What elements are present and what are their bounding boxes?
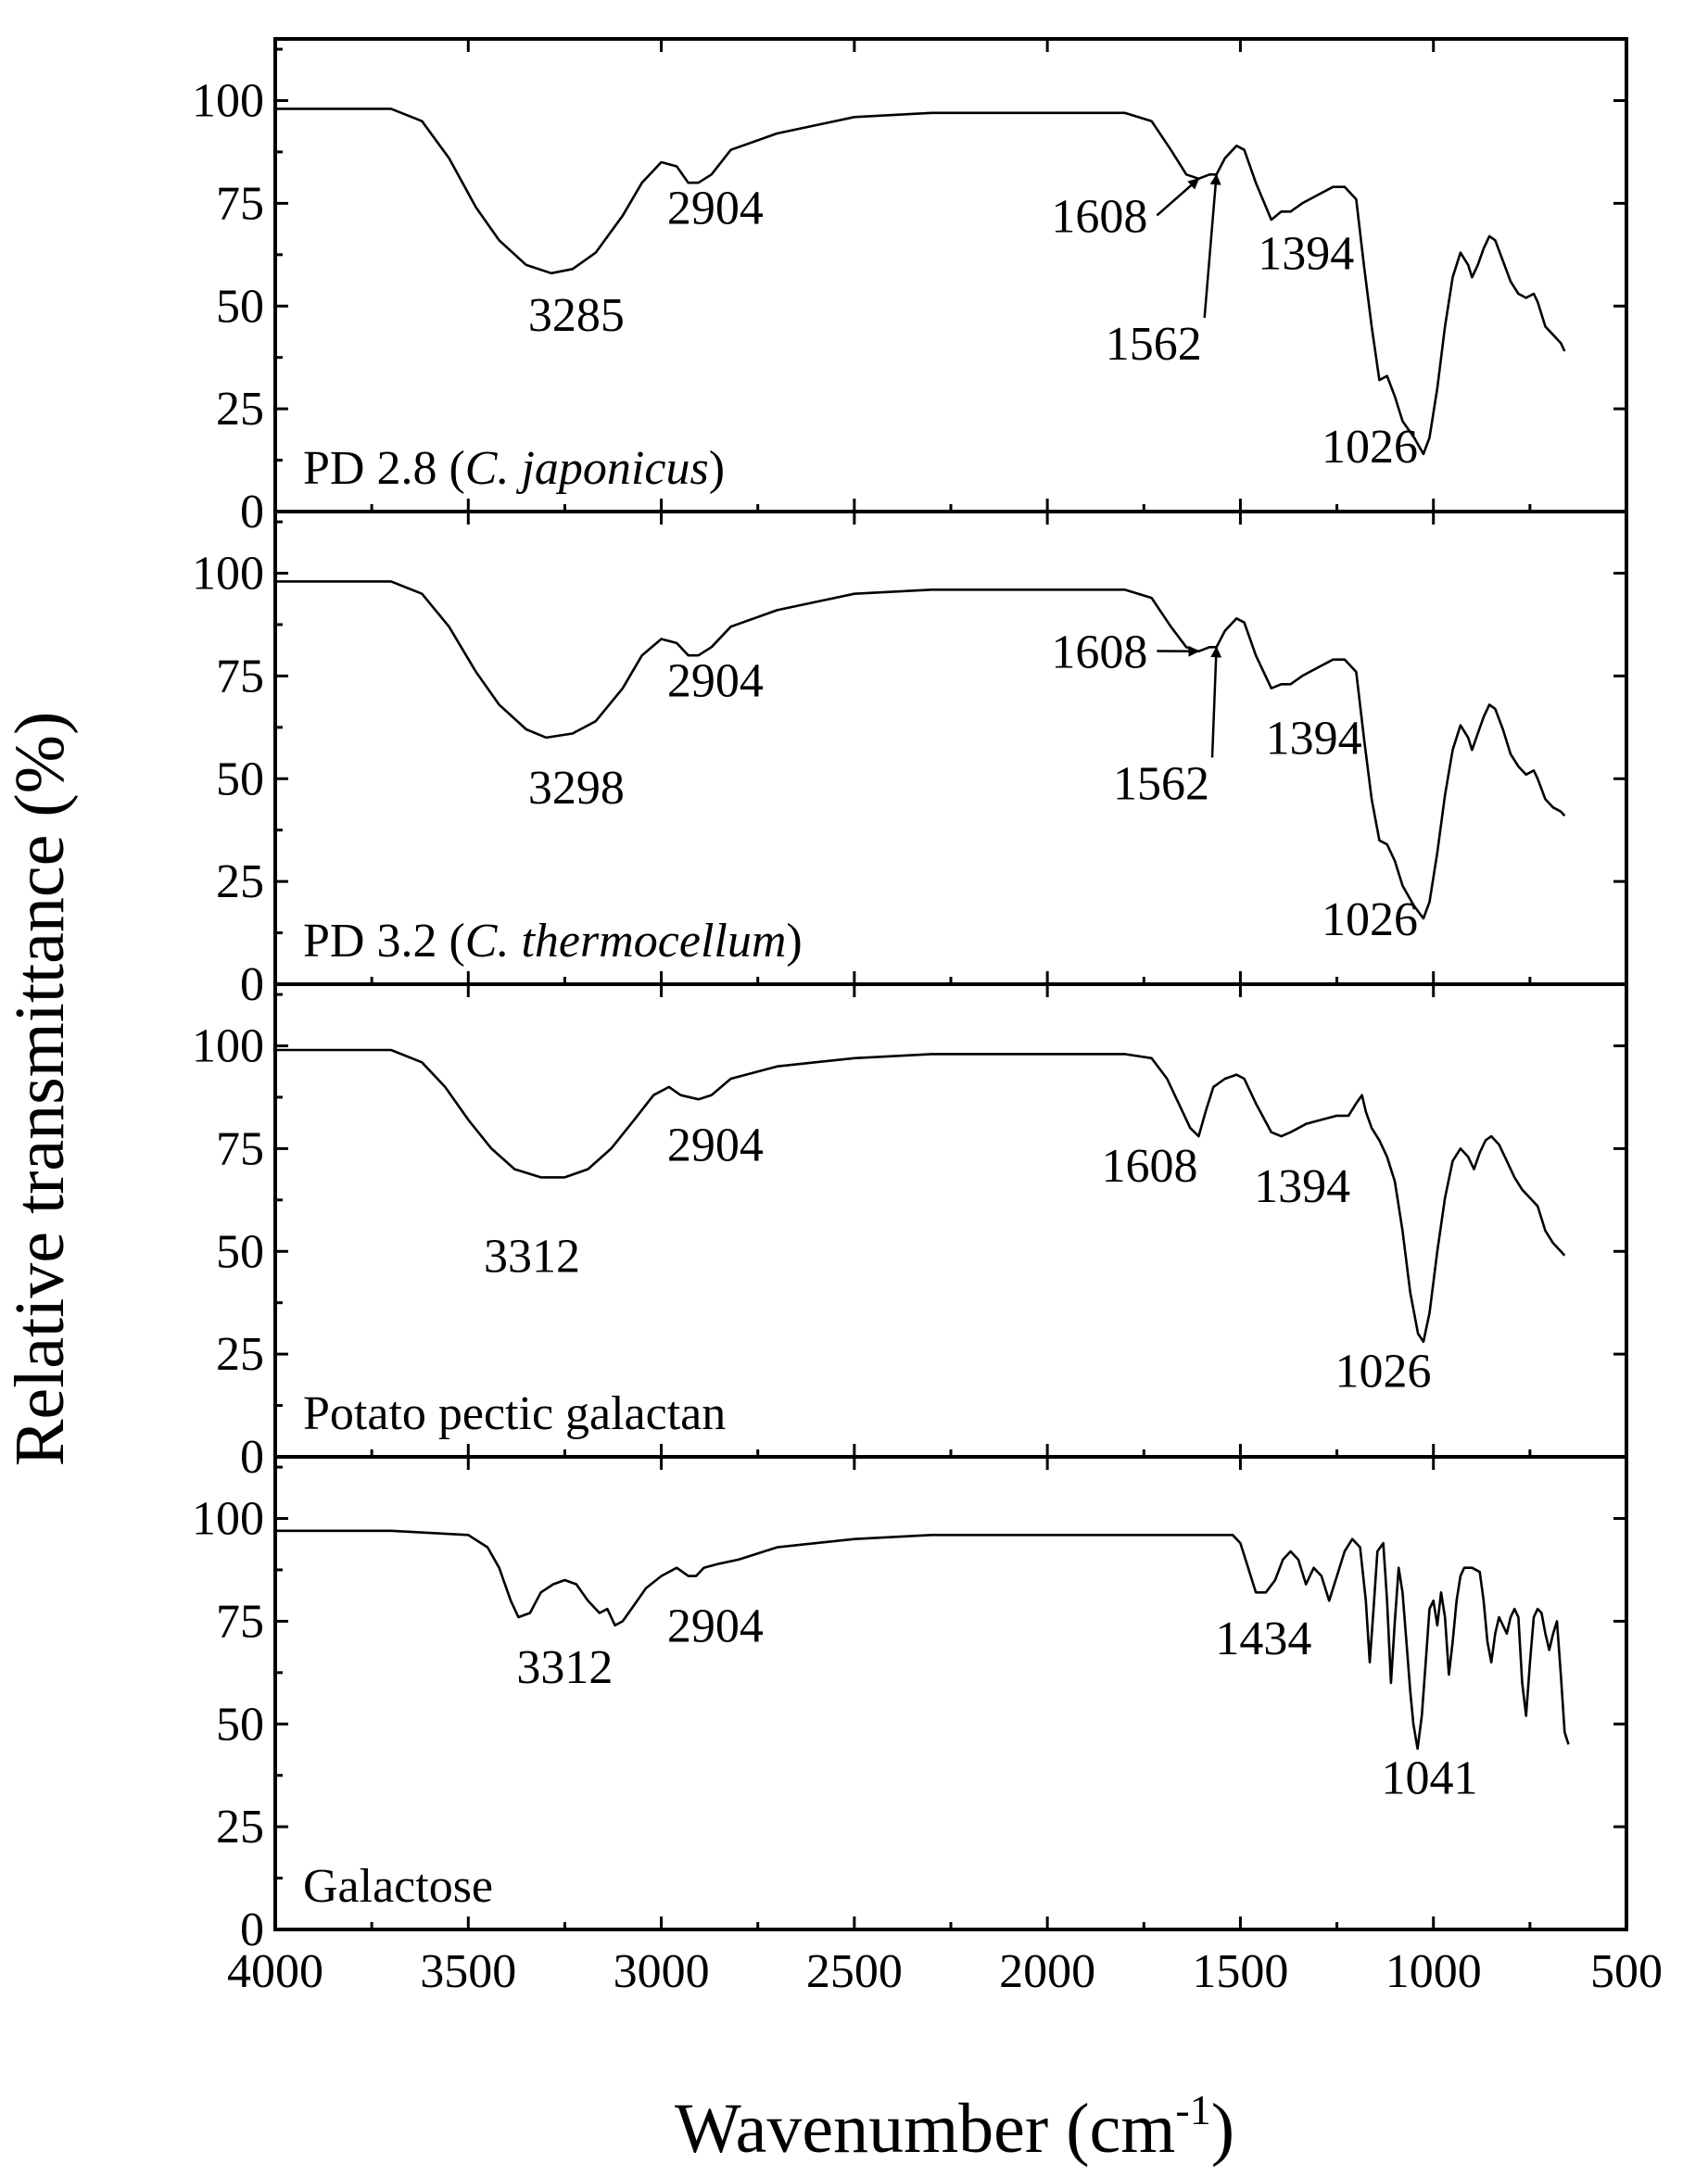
panel-1: 0 25 50 75 100 PD 2.8 (C. japonicus) 3285 2904 1… bbox=[192, 37, 1628, 538]
panel-label-part: Potato pectic galactan bbox=[303, 1387, 726, 1440]
peak-label: 1026 bbox=[1322, 893, 1418, 946]
panel-label: Galactose bbox=[303, 1860, 493, 1913]
spectrum-line bbox=[275, 1529, 1570, 1751]
y-axis-label: Relative transmittance (%) bbox=[1, 712, 79, 1467]
y-tick-label: 0 bbox=[240, 958, 264, 1011]
x-axis-label: Wavenumber (cm-1) bbox=[675, 2086, 1234, 2168]
x-tick-label: 2000 bbox=[999, 1945, 1095, 1998]
panel-label: Potato pectic galactan bbox=[303, 1387, 726, 1440]
peak-label: 1394 bbox=[1258, 227, 1354, 280]
panel-4: 0 25 50 75 100 Galactose 3312 2904 1434 1041 bbox=[192, 1455, 1628, 1956]
spectrum-line bbox=[275, 1048, 1566, 1344]
x-tick-label: 1000 bbox=[1385, 1945, 1482, 1998]
panel-frame bbox=[273, 510, 1628, 986]
panel-label-part: Galactose bbox=[303, 1860, 493, 1913]
y-tick-label: 50 bbox=[216, 280, 264, 333]
peak-label: 1608 bbox=[1102, 1140, 1198, 1193]
panel-3: 0 25 50 75 100 Potato pectic galactan 3312 2904… bbox=[192, 982, 1628, 1484]
y-tick-label: 50 bbox=[216, 1698, 264, 1751]
x-tick-label: 2500 bbox=[806, 1945, 903, 1998]
peak-label: 1394 bbox=[1254, 1160, 1350, 1213]
x-tick-label: 500 bbox=[1590, 1945, 1663, 1998]
panel-label: PD 3.2 (C. thermocellum) bbox=[303, 915, 803, 968]
y-tick-label: 75 bbox=[216, 650, 264, 702]
peak-arrow bbox=[1156, 177, 1200, 217]
peak-label: 1394 bbox=[1266, 713, 1362, 765]
peak-label: 1562 bbox=[1106, 318, 1202, 371]
peak-label: 3312 bbox=[516, 1641, 613, 1694]
peak-label: 1562 bbox=[1113, 757, 1209, 810]
panel-label-part: C. japonicus bbox=[465, 442, 709, 495]
y-tick-label: 100 bbox=[192, 548, 264, 601]
x-axis-label-superscript: -1 bbox=[1175, 2086, 1210, 2133]
peak-label: 3285 bbox=[528, 289, 625, 342]
panel-label-part: ) bbox=[786, 915, 802, 968]
peak-label: 3298 bbox=[528, 762, 625, 815]
spectrum-line bbox=[275, 580, 1566, 920]
panel-frame bbox=[273, 37, 1628, 513]
y-tick-label: 25 bbox=[216, 855, 264, 908]
y-tick-label: 25 bbox=[216, 1328, 264, 1381]
peak-label: 2904 bbox=[667, 183, 764, 235]
panel-label-part: ) bbox=[709, 442, 725, 495]
spectrum-line bbox=[275, 108, 1566, 456]
y-tick-label: 50 bbox=[216, 753, 264, 805]
y-tick-label: 100 bbox=[192, 1020, 264, 1073]
x-axis: 4000 3500 3000 2500 2000 1500 1000 500 bbox=[227, 1945, 1663, 1998]
y-tick-label: 0 bbox=[240, 1431, 264, 1484]
peak-label: 1026 bbox=[1322, 421, 1418, 474]
peak-arrow bbox=[1210, 646, 1222, 758]
y-tick-label: 25 bbox=[216, 1801, 264, 1853]
peak-label: 1608 bbox=[1051, 626, 1147, 679]
y-tick-label: 50 bbox=[216, 1225, 264, 1278]
panel-label-part: C. thermocellum bbox=[465, 915, 787, 968]
peak-label: 2904 bbox=[667, 1120, 764, 1172]
panel-label: PD 2.8 (C. japonicus) bbox=[303, 442, 725, 495]
x-tick-label: 3000 bbox=[614, 1945, 710, 1998]
y-tick-label: 0 bbox=[240, 486, 264, 538]
y-tick-label: 25 bbox=[216, 383, 264, 436]
peak-label: 3312 bbox=[484, 1230, 580, 1283]
peak-label: 2904 bbox=[667, 1600, 764, 1653]
x-axis-label-end: ) bbox=[1211, 2090, 1234, 2168]
peak-arrow bbox=[1203, 173, 1221, 319]
x-tick-label: 4000 bbox=[227, 1945, 323, 1998]
y-tick-label: 75 bbox=[216, 1595, 264, 1648]
panel-label-part: PD 3.2 ( bbox=[303, 915, 465, 968]
x-tick-label: 1500 bbox=[1192, 1945, 1288, 1998]
peak-label: 2904 bbox=[667, 655, 764, 708]
x-tick-label: 3500 bbox=[420, 1945, 516, 1998]
panel-label-part: PD 2.8 ( bbox=[303, 442, 465, 495]
y-tick-label: 75 bbox=[216, 1122, 264, 1175]
y-tick-label: 0 bbox=[240, 1904, 264, 1956]
peak-label: 1608 bbox=[1051, 190, 1147, 243]
x-axis-label-main: Wavenumber (cm bbox=[675, 2090, 1175, 2168]
y-tick-label: 100 bbox=[192, 75, 264, 128]
panel-2: 0 25 50 75 100 PD 3.2 (C. thermocellum) 3298 29… bbox=[192, 510, 1628, 1011]
peak-label: 1434 bbox=[1215, 1613, 1311, 1665]
peak-label: 1041 bbox=[1382, 1752, 1478, 1805]
y-tick-label: 100 bbox=[192, 1493, 264, 1546]
chart-panels: 0 25 50 75 100 PD 2.8 (C. japonicus) 3285 2904 1… bbox=[192, 37, 1628, 1956]
y-tick-label: 75 bbox=[216, 177, 264, 230]
peak-label: 1026 bbox=[1335, 1346, 1432, 1398]
